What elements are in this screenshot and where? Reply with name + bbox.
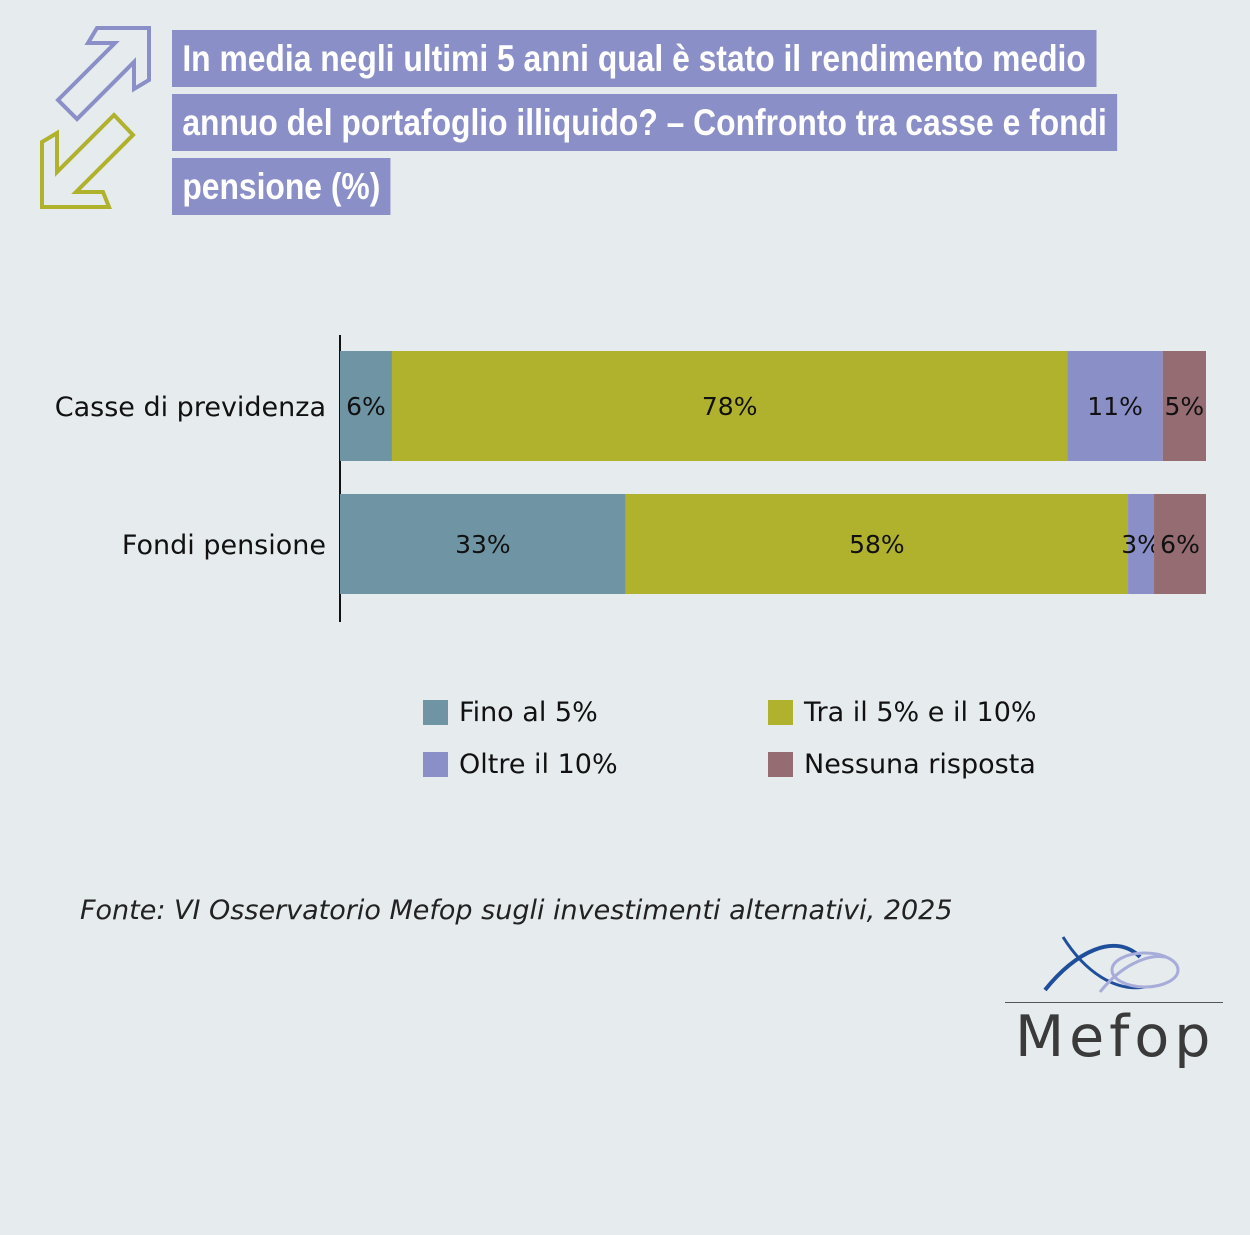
legend-label: Tra il 5% e il 10% [804,697,1037,728]
data-label: 6% [346,392,386,421]
chart-title: In media negli ultimi 5 anni qual è stat… [172,30,1250,222]
legend-swatch [768,752,793,777]
legend-item: Tra il 5% e il 10% [768,697,1037,728]
legend-swatch [768,700,793,725]
mefop-logo: Mefop [1005,932,1225,1082]
data-label: 33% [455,530,511,559]
title-line-2: annuo del portafoglio illiquido? – Confr… [172,94,1118,151]
bar-segment [625,494,1129,594]
legend-label: Oltre il 10% [459,749,618,780]
data-label: 58% [849,530,905,559]
bar-segment [391,351,1068,461]
arrow-down-left-icon [40,112,136,209]
title-line-3: pensione (%) [172,158,391,215]
legend-item: Nessuna risposta [768,749,1036,780]
source-note: Fonte: VI Osservatorio Mefop sugli inves… [80,895,953,926]
title-line-1: In media negli ultimi 5 anni qual è stat… [172,30,1097,87]
legend-item: Fino al 5% [423,697,598,728]
legend-item: Oltre il 10% [423,749,618,780]
bar-segment [1154,494,1206,594]
bar-segment [340,351,392,461]
bar-segment [1128,494,1155,594]
category-label: Casse di previdenza [55,392,326,423]
bar-segment [1162,351,1206,461]
logo-text: Mefop [1015,1004,1216,1070]
stacked-bar-chart: Casse di previdenza 6% 78% 11% 5% Fondi pensi… [55,335,1206,622]
logo-swoosh-icon [1043,936,1180,993]
legend-swatch [423,700,448,725]
legend-label: Nessuna risposta [804,749,1036,780]
chart-legend: Fino al 5% Tra il 5% e il 10% Oltre il 10%… [423,697,1123,797]
arrow-up-right-icon [55,26,151,122]
logo-rule [1005,1002,1223,1003]
bar-segment [340,494,626,594]
data-label: 78% [702,392,758,421]
category-label: Fondi pensione [122,530,326,561]
data-label: 6% [1160,530,1200,559]
bar-segment [1067,351,1163,461]
arrows-decoration [40,26,151,209]
data-label: 5% [1165,392,1205,421]
data-label: 11% [1087,392,1143,421]
legend-label: Fino al 5% [459,697,598,728]
legend-swatch [423,752,448,777]
